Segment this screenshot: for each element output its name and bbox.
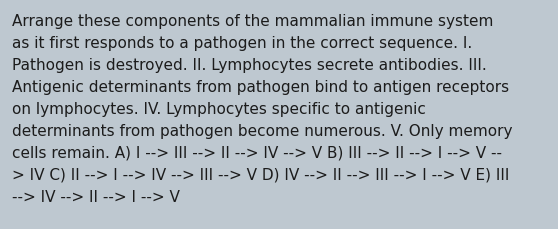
Text: > IV C) II --> I --> IV --> III --> V D) IV --> II --> III --> I --> V E) III: > IV C) II --> I --> IV --> III --> V D)… — [12, 167, 509, 182]
Text: on lymphocytes. IV. Lymphocytes specific to antigenic: on lymphocytes. IV. Lymphocytes specific… — [12, 101, 426, 117]
Text: Pathogen is destroyed. II. Lymphocytes secrete antibodies. III.: Pathogen is destroyed. II. Lymphocytes s… — [12, 58, 487, 73]
Text: as it first responds to a pathogen in the correct sequence. I.: as it first responds to a pathogen in th… — [12, 36, 472, 51]
Text: Arrange these components of the mammalian immune system: Arrange these components of the mammalia… — [12, 14, 493, 29]
Text: Antigenic determinants from pathogen bind to antigen receptors: Antigenic determinants from pathogen bin… — [12, 80, 509, 95]
Text: --> IV --> II --> I --> V: --> IV --> II --> I --> V — [12, 189, 180, 204]
Text: cells remain. A) I --> III --> II --> IV --> V B) III --> II --> I --> V --: cells remain. A) I --> III --> II --> IV… — [12, 145, 502, 160]
Text: determinants from pathogen become numerous. V. Only memory: determinants from pathogen become numero… — [12, 123, 512, 138]
